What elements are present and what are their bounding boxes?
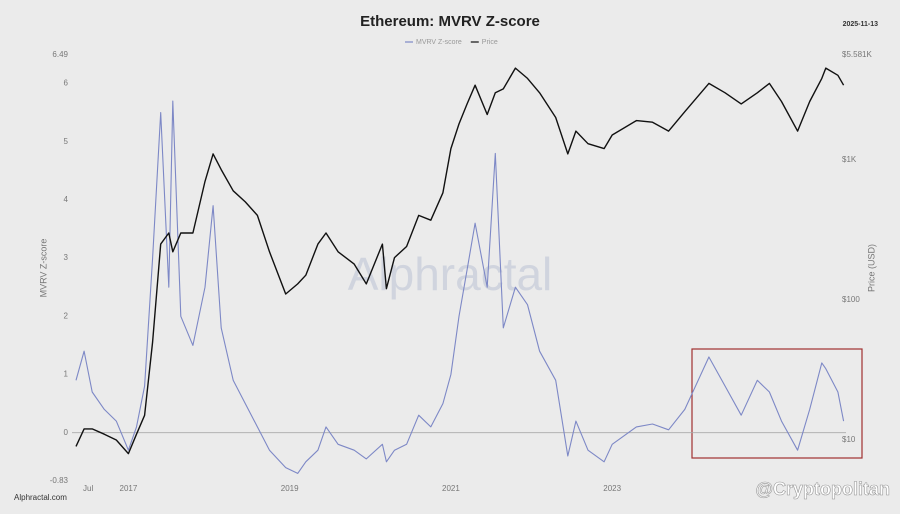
x-tick-label: 2021: [442, 484, 460, 493]
x-tick-label: 2019: [281, 484, 299, 493]
series-line: [75, 67, 845, 455]
date: 2025-11-13: [843, 21, 879, 28]
y-tick-label: 3: [64, 253, 69, 262]
chart-title: Ethereum: MVRV Z-score: [360, 13, 540, 30]
x-tick-label: Jul: [83, 484, 93, 493]
y2-tick-label: $10: [842, 435, 856, 444]
y-tick-label: 1: [64, 370, 69, 379]
series-line: [75, 100, 845, 474]
y-tick-label: 5: [64, 137, 69, 146]
y2-tick-label: $100: [842, 295, 860, 304]
legend-label: MVRV Z-score: [416, 39, 462, 46]
x-tick-label: 2017: [120, 484, 138, 493]
y-tick-label: 6.49: [52, 50, 68, 59]
y2-tick-label: $1K: [842, 155, 857, 164]
y2-axis-label: Price (USD): [866, 244, 876, 292]
x-tick-label: 2023: [603, 484, 621, 493]
legend-label: Price: [482, 39, 498, 46]
y-tick-label: 6: [64, 79, 69, 88]
y-tick-label: 0: [64, 428, 69, 437]
y-tick-label: -0.83: [50, 476, 69, 485]
y-tick-label: 4: [64, 195, 69, 204]
footer: Alphractal.com: [14, 493, 67, 502]
y-tick-label: 2: [64, 311, 69, 320]
watermark: Alphractal: [348, 248, 553, 300]
highlight-box: [691, 348, 863, 459]
y2-tick-label: $5.581K: [842, 50, 872, 59]
y-axis-label: MVRV Z-score: [38, 239, 48, 298]
credit: @Cryptopolitan: [755, 479, 890, 499]
